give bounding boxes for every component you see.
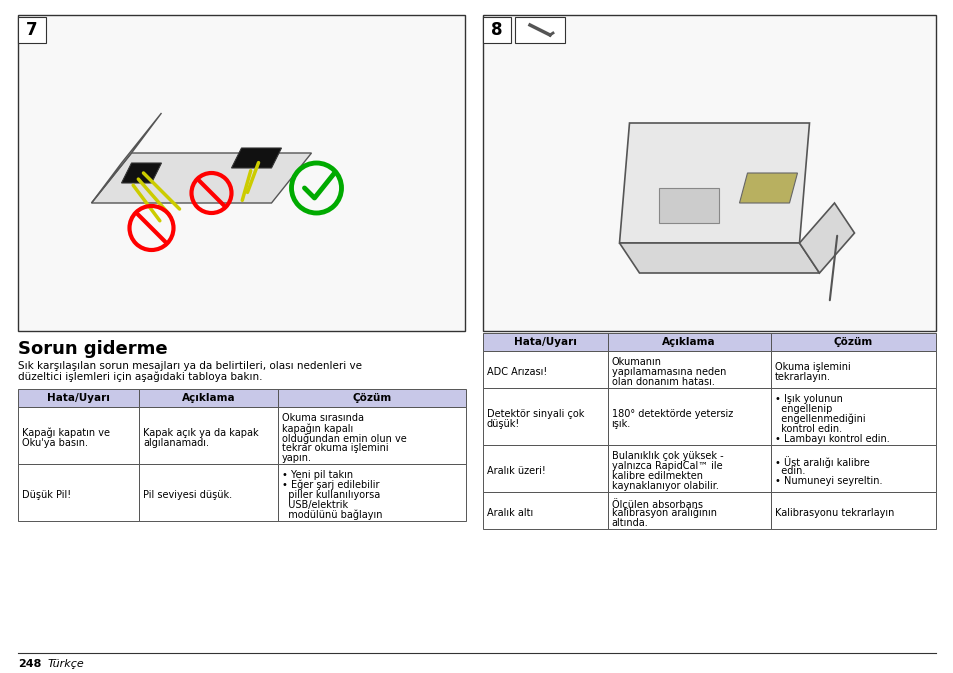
Bar [482, 333, 607, 351]
Text: Aralık altı: Aralık altı [486, 508, 533, 518]
Text: yapın.: yapın. [281, 453, 312, 463]
Polygon shape [618, 243, 819, 273]
Text: kapağın kapalı: kapağın kapalı [281, 423, 353, 433]
Text: kaynaklanıyor olabilir.: kaynaklanıyor olabilir. [611, 481, 718, 491]
Bar [607, 351, 770, 388]
Text: kalibre edilmekten: kalibre edilmekten [611, 471, 701, 481]
Bar [277, 389, 465, 407]
Bar [482, 15, 935, 331]
Text: Detektör sinyali çok: Detektör sinyali çok [486, 409, 584, 419]
Text: Açıklama: Açıklama [661, 337, 715, 347]
Text: 8: 8 [491, 21, 502, 39]
Text: 180° detektörde yetersiz: 180° detektörde yetersiz [611, 409, 732, 419]
Text: Okuma sırasında: Okuma sırasında [281, 413, 363, 423]
Text: Düşük Pil!: Düşük Pil! [22, 490, 71, 500]
Text: kontrol edin.: kontrol edin. [774, 424, 841, 434]
Text: Aralık üzeri!: Aralık üzeri! [486, 466, 545, 476]
Bar [277, 464, 465, 521]
Bar [482, 492, 607, 529]
Text: ışık.: ışık. [611, 419, 630, 429]
Text: • Yeni pil takın: • Yeni pil takın [281, 470, 353, 480]
Text: Hata/Uyarı: Hata/Uyarı [514, 337, 577, 347]
Text: Çözüm: Çözüm [352, 393, 391, 403]
Polygon shape [232, 148, 281, 168]
Bar [139, 407, 277, 464]
Text: Sık karşılaşılan sorun mesajları ya da belirtileri, olası nedenleri ve: Sık karşılaşılan sorun mesajları ya da b… [18, 361, 361, 371]
Bar [607, 388, 770, 445]
Text: piller kullanılıyorsa: piller kullanılıyorsa [281, 490, 379, 500]
Text: edin.: edin. [774, 466, 804, 476]
Bar [139, 464, 277, 521]
Text: Oku'ya basın.: Oku'ya basın. [22, 438, 88, 448]
Polygon shape [739, 173, 797, 203]
Bar [607, 445, 770, 492]
Bar [18, 17, 46, 43]
Bar [139, 389, 277, 407]
Text: Türkçe: Türkçe [48, 659, 85, 669]
Bar [659, 188, 719, 223]
Text: Kalibrasyonu tekrarlayın: Kalibrasyonu tekrarlayın [774, 508, 893, 518]
Bar [770, 351, 935, 388]
Bar [277, 407, 465, 464]
Text: • Işık yolunun: • Işık yolunun [774, 394, 841, 404]
Bar [482, 388, 607, 445]
Polygon shape [91, 153, 312, 203]
Text: • Üst aralığı kalibre: • Üst aralığı kalibre [774, 456, 868, 468]
Text: Okumanın: Okumanın [611, 357, 660, 367]
Text: Çözüm: Çözüm [833, 337, 872, 347]
Text: Ölçülen absorbans: Ölçülen absorbans [611, 498, 701, 510]
Text: Hata/Uyarı: Hata/Uyarı [47, 393, 110, 403]
Text: Okuma işlemini: Okuma işlemini [774, 362, 849, 372]
Bar [18, 15, 464, 331]
Text: Pil seviyesi düşük.: Pil seviyesi düşük. [143, 490, 232, 500]
Text: • Numuneyi seyreltin.: • Numuneyi seyreltin. [774, 476, 882, 486]
Polygon shape [91, 113, 161, 203]
Text: altında.: altında. [611, 518, 648, 528]
Bar [770, 333, 935, 351]
Text: Bulanıklık çok yüksek -: Bulanıklık çok yüksek - [611, 451, 722, 461]
Text: ADC Arızası!: ADC Arızası! [486, 367, 547, 377]
Text: engellenmediğini: engellenmediğini [774, 414, 864, 425]
Text: Açıklama: Açıklama [181, 393, 235, 403]
Bar [482, 17, 511, 43]
Text: • Eğer şarj edilebilir: • Eğer şarj edilebilir [281, 480, 379, 491]
Bar [770, 388, 935, 445]
Text: 7: 7 [26, 21, 38, 39]
Text: 248: 248 [18, 659, 41, 669]
Bar [482, 445, 607, 492]
Text: tekrar okuma işlemini: tekrar okuma işlemini [281, 443, 388, 453]
Polygon shape [799, 203, 854, 273]
Bar [482, 351, 607, 388]
Bar [18, 389, 139, 407]
Text: düzeltici işlemleri için aşağıdaki tabloya bakın.: düzeltici işlemleri için aşağıdaki tablo… [18, 372, 262, 382]
Text: algılanamadı.: algılanamadı. [143, 438, 209, 448]
Text: tekrarlayın.: tekrarlayın. [774, 372, 830, 382]
Text: olan donanım hatası.: olan donanım hatası. [611, 377, 714, 387]
Bar [18, 464, 139, 521]
Text: yalnızca RapidCal™ ile: yalnızca RapidCal™ ile [611, 461, 721, 471]
Text: • Lambayı kontrol edin.: • Lambayı kontrol edin. [774, 434, 888, 444]
Bar [607, 492, 770, 529]
Bar [607, 333, 770, 351]
Text: Kapak açık ya da kapak: Kapak açık ya da kapak [143, 428, 258, 438]
Bar [18, 407, 139, 464]
Text: Sorun giderme: Sorun giderme [18, 340, 168, 358]
Text: modülünü bağlayın: modülünü bağlayın [281, 510, 382, 520]
Text: kalibrasyon aralığının: kalibrasyon aralığının [611, 508, 716, 518]
Text: yapılamamasına neden: yapılamamasına neden [611, 367, 725, 377]
Text: Kapağı kapatın ve: Kapağı kapatın ve [22, 428, 110, 439]
Text: olduğundan emin olun ve: olduğundan emin olun ve [281, 433, 406, 444]
Bar [770, 492, 935, 529]
Bar [770, 445, 935, 492]
Polygon shape [618, 123, 809, 243]
Text: düşük!: düşük! [486, 419, 519, 429]
Text: USB/elektrik: USB/elektrik [281, 500, 348, 510]
Bar [515, 17, 564, 43]
Text: engellenip: engellenip [774, 404, 831, 414]
Polygon shape [121, 163, 161, 183]
